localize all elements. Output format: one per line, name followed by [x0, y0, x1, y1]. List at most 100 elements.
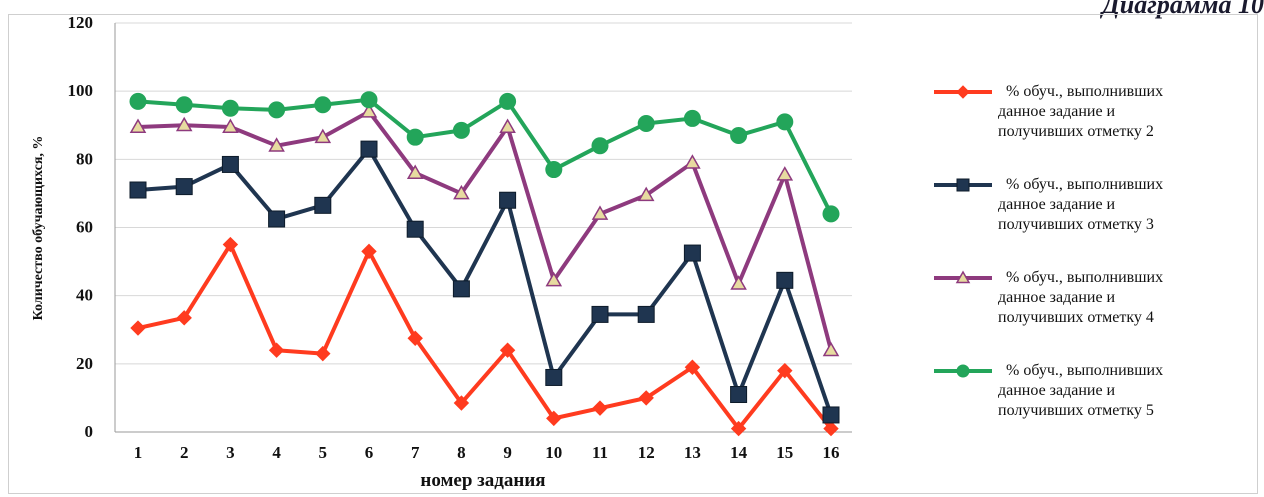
x-tick-label: 16: [823, 443, 840, 462]
data-point-circle: [730, 126, 748, 144]
data-point-diamond: [592, 400, 608, 416]
legend-label-line: данное задание и: [998, 382, 1116, 399]
x-tick-label: 9: [503, 443, 512, 462]
data-point-square: [268, 210, 286, 228]
data-point-circle: [221, 99, 239, 117]
x-tick-label: 3: [226, 443, 235, 462]
series-3: [129, 140, 840, 424]
x-tick-label: 2: [180, 443, 189, 462]
data-point-circle: [591, 137, 609, 155]
chart-frame: [8, 14, 1258, 494]
y-tick-label: 0: [85, 422, 94, 441]
data-point-diamond: [777, 362, 793, 379]
y-tick-label: 120: [68, 13, 94, 32]
series-layer: [129, 91, 840, 437]
legend-item-grade-2: % обуч., выполнивших данное задание и по…: [932, 82, 1252, 175]
data-point-triangle: [453, 184, 470, 200]
data-point-triangle: [637, 186, 655, 202]
data-point-circle: [499, 92, 517, 110]
legend-label-grade-5: % обуч., выполнивших данное задание и по…: [998, 361, 1258, 421]
x-tick-label: 13: [684, 443, 701, 462]
data-point-circle: [683, 109, 701, 127]
data-point-square: [730, 386, 748, 404]
x-tick-label: 10: [545, 443, 562, 462]
data-point-square: [637, 305, 655, 323]
data-point-circle: [452, 121, 470, 139]
data-point-square: [822, 406, 840, 424]
data-point-square: [683, 244, 701, 262]
data-point-diamond: [268, 342, 285, 358]
data-point-diamond: [361, 243, 377, 260]
data-point-triangle: [222, 118, 239, 133]
data-point-triangle: [822, 341, 840, 357]
data-point-square: [591, 305, 609, 323]
data-point-triangle: [175, 116, 193, 132]
series-line: [137, 109, 833, 351]
data-point-triangle: [314, 128, 332, 144]
x-tick-label: 11: [592, 443, 608, 462]
legend-label-line: получивших отметку 2: [998, 123, 1154, 140]
data-point-circle: [268, 101, 286, 119]
data-point-triangle: [499, 118, 516, 133]
legend-label-grade-4: % обуч., выполнивших данное задание и по…: [998, 268, 1258, 328]
data-point-diamond: [956, 85, 970, 99]
data-point-triangle: [545, 271, 563, 287]
data-point-triangle: [955, 270, 971, 284]
data-point-triangle: [684, 154, 701, 169]
data-point-square: [545, 368, 563, 386]
x-tick-label: 7: [411, 443, 420, 462]
legend-label-line: % обуч., выполнивших: [1006, 269, 1164, 286]
data-point-triangle: [268, 137, 285, 152]
data-point-triangle: [406, 164, 424, 179]
data-point-diamond: [823, 420, 839, 437]
data-point-square: [452, 280, 470, 298]
y-tick-label: 100: [68, 81, 94, 100]
legend-swatch-grade-3: [934, 178, 992, 192]
data-point-square: [129, 181, 147, 199]
data-point-diamond: [730, 420, 747, 437]
data-point-circle: [360, 91, 378, 109]
legend-label-line: данное задание и: [998, 289, 1116, 306]
x-tick-label: 5: [319, 443, 328, 462]
legend-label-grade-2: % обуч., выполнивших данное задание и по…: [998, 82, 1258, 142]
data-point-triangle: [776, 166, 794, 181]
data-point-diamond: [499, 342, 516, 358]
data-point-diamond: [176, 310, 192, 326]
y-axis-title: Количество обучающихся, %: [31, 136, 46, 321]
x-tick-label: 14: [730, 443, 748, 462]
y-tick-label: 80: [76, 149, 93, 168]
y-tick-label: 40: [76, 286, 93, 305]
chart-legend: % обуч., выполнивших данное задание и по…: [932, 82, 1252, 454]
data-point-diamond: [130, 320, 146, 336]
data-point-triangle: [129, 118, 147, 133]
data-point-square: [776, 271, 794, 289]
x-tick-label: 4: [272, 443, 281, 462]
x-tick-label: 15: [776, 443, 793, 462]
data-point-triangle: [360, 103, 378, 118]
legend-label-line: данное задание и: [998, 196, 1116, 213]
series-5: [129, 91, 840, 223]
data-point-square: [956, 178, 970, 192]
series-line: [137, 147, 833, 416]
legend-swatch-grade-2: [934, 85, 992, 99]
legend-label-line: % обуч., выполнивших: [1006, 176, 1164, 193]
legend-swatch-grade-5: [934, 364, 992, 378]
y-tick-label: 60: [76, 218, 93, 237]
data-point-circle: [129, 92, 147, 110]
data-point-square: [406, 220, 424, 238]
legend-label-line: получивших отметку 3: [998, 216, 1154, 233]
data-point-diamond: [222, 236, 239, 253]
legend-label-line: получивших отметку 5: [998, 402, 1154, 419]
x-tick-label: 6: [365, 443, 374, 462]
data-point-circle: [175, 96, 193, 114]
legend-label-line: данное задание и: [998, 103, 1116, 120]
data-point-diamond: [315, 345, 331, 362]
data-point-diamond: [453, 395, 470, 411]
legend-item-grade-3: % обуч., выполнивших данное задание и по…: [932, 175, 1252, 268]
data-point-circle: [637, 115, 655, 133]
legend-swatch-grade-4: [934, 270, 992, 284]
data-point-circle: [956, 364, 970, 378]
